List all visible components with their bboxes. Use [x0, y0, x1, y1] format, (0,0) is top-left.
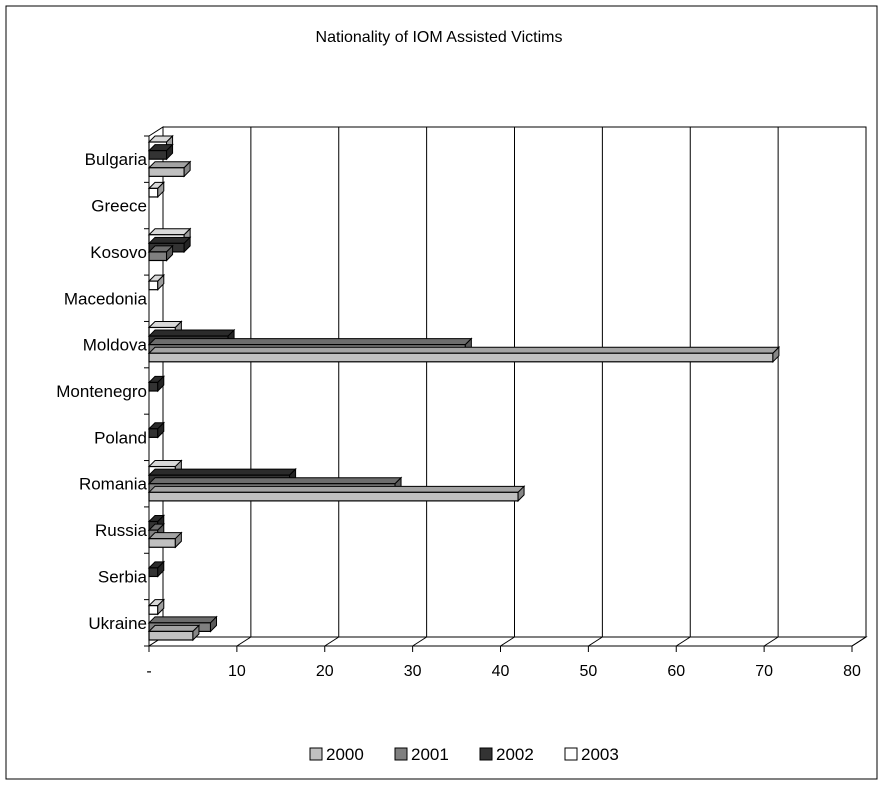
bar-2003-macedonia — [147, 273, 165, 291]
category-label: Ukraine — [88, 614, 147, 633]
bar-front-face — [148, 167, 185, 177]
bar-top-face — [147, 346, 781, 354]
gridline-floor — [851, 636, 867, 647]
bar-front-face — [148, 428, 159, 438]
bar-front-face — [148, 381, 159, 392]
gridline-floor — [588, 636, 603, 647]
legend-swatch-2000 — [309, 747, 323, 761]
gridline-floor — [236, 636, 252, 647]
bars-layer — [147, 134, 781, 642]
bar-2000-russia — [147, 531, 183, 549]
bar-end-face — [157, 181, 165, 199]
bar-2002-bulgaria — [147, 143, 174, 161]
x-tick-label: 10 — [228, 663, 246, 680]
bar-end-face — [166, 143, 174, 161]
bar-end-face — [210, 615, 218, 633]
bar-end-face — [166, 244, 174, 262]
bar-2002-montenegro — [147, 375, 165, 393]
category-label: Macedonia — [64, 289, 148, 308]
category-label: Serbia — [98, 567, 148, 586]
category-label: Romania — [79, 475, 148, 494]
x-tick-label: 70 — [755, 663, 773, 680]
x-tick-label: - — [146, 663, 151, 680]
bar-front-face — [148, 630, 194, 641]
bar-end-face — [183, 160, 191, 178]
bar-2001-kosovo — [147, 244, 174, 262]
bar-top-face — [147, 338, 473, 346]
legend-label-2001: 2001 — [411, 745, 449, 764]
category-label: Russia — [95, 521, 148, 540]
plot-area — [147, 126, 868, 647]
bar-end-face — [157, 598, 165, 616]
bar-2000-romania — [147, 485, 526, 503]
bar-front-face — [148, 605, 159, 615]
bar-top-face — [147, 485, 526, 493]
chart-title: Nationality of IOM Assisted Victims — [316, 29, 563, 46]
gridline-floor — [675, 636, 691, 647]
axes-layer: Bulgaria Greece Kosovo Macedonia Moldova Mont… — [56, 135, 861, 680]
x-tick-label: 60 — [667, 663, 685, 680]
x-tick-label: 40 — [492, 663, 510, 680]
category-label: Poland — [94, 428, 147, 447]
bar-end-face — [183, 236, 191, 254]
legend-swatch-2001 — [394, 747, 408, 761]
x-tick-label: 50 — [579, 663, 597, 680]
bar-end-face — [157, 560, 165, 578]
bar-front-face — [148, 280, 159, 291]
bar-front-face — [148, 567, 159, 578]
bar-2000-ukraine — [147, 624, 201, 642]
bar-2003-ukraine — [147, 598, 165, 616]
bar-end-face — [192, 624, 200, 642]
legend-swatch-2003 — [564, 747, 578, 761]
bar-front-face — [148, 538, 176, 548]
gridline-floor — [763, 636, 779, 647]
x-tick-label: 30 — [404, 663, 422, 680]
bar-top-face — [147, 161, 192, 169]
bar-2000-moldova — [147, 346, 781, 364]
bar-2000-bulgaria — [147, 160, 192, 178]
category-label: Bulgaria — [85, 150, 148, 169]
legend: 2000 2001 2002 2003 — [309, 745, 619, 764]
category-label: Moldova — [83, 336, 148, 355]
legend-label-2003: 2003 — [581, 745, 619, 764]
x-tick-label: 80 — [843, 663, 861, 680]
bar-front-face — [148, 187, 159, 198]
bar-end-face — [174, 531, 182, 549]
bar-2002-poland — [147, 421, 165, 439]
category-label: Montenegro — [56, 382, 147, 401]
legend-label-2000: 2000 — [326, 745, 364, 764]
bar-top-face — [147, 329, 236, 337]
x-tick-label: 20 — [316, 663, 334, 680]
bar-front-face — [148, 251, 168, 262]
bar-end-face — [157, 273, 165, 291]
gridline-floor — [500, 636, 515, 647]
bar-front-face — [148, 149, 168, 160]
bar-top-face — [147, 616, 218, 624]
bar-end-face — [157, 421, 165, 439]
bar-front-face — [148, 352, 774, 363]
legend-swatch-2002 — [479, 747, 493, 761]
bar-top-face — [147, 468, 297, 476]
bar-front-face — [148, 491, 519, 502]
bar-2003-greece — [147, 181, 165, 199]
bar-end-face — [772, 346, 780, 364]
bar-top-face — [147, 624, 201, 632]
bar-top-face — [147, 477, 403, 485]
gridline-floor — [324, 636, 340, 647]
category-label: Greece — [91, 197, 147, 216]
bar-end-face — [157, 375, 165, 393]
category-label: Kosovo — [90, 243, 147, 262]
legend-label-2002: 2002 — [496, 745, 534, 764]
bar-top-face — [147, 236, 192, 244]
bar-top-face — [147, 228, 192, 236]
bar-end-face — [517, 485, 525, 503]
gridline-floor — [412, 636, 427, 647]
